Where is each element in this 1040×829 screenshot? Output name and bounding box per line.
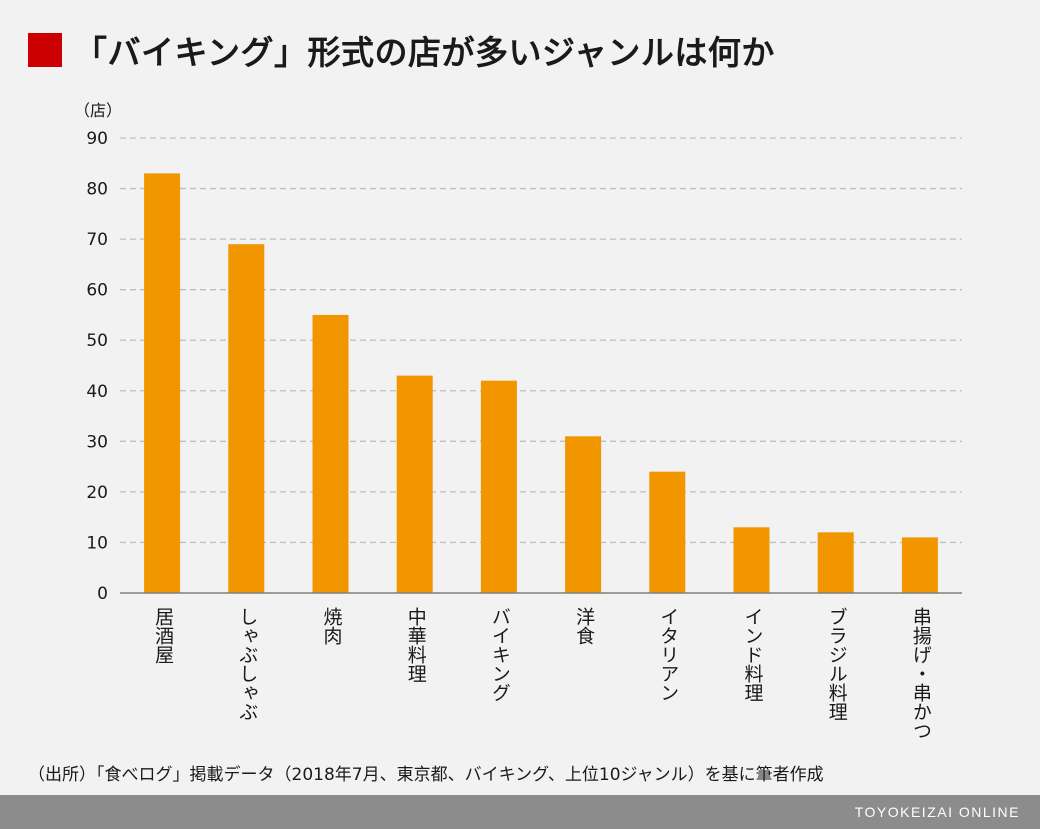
title-row: 「バイキング」形式の店が多いジャンルは何か bbox=[28, 20, 775, 80]
y-tick-label: 10 bbox=[86, 533, 108, 553]
bar bbox=[565, 436, 602, 593]
x-category-label: バイキング bbox=[489, 607, 511, 702]
bar bbox=[649, 471, 686, 593]
x-category-label: ブラジル料理 bbox=[826, 607, 848, 721]
x-category-label: 串揚げ・串かつ bbox=[910, 607, 932, 740]
x-category-label: 中華料理 bbox=[405, 607, 427, 683]
y-tick-label: 0 bbox=[97, 584, 108, 604]
y-tick-label: 50 bbox=[86, 331, 108, 351]
y-tick-label: 90 bbox=[86, 129, 108, 149]
y-tick-label: 60 bbox=[86, 281, 108, 301]
x-category-label: イタリアン bbox=[657, 607, 679, 702]
y-tick-label: 40 bbox=[86, 382, 108, 402]
x-category-label: インド料理 bbox=[742, 607, 764, 702]
bar bbox=[228, 244, 265, 593]
bar bbox=[733, 527, 770, 593]
bar bbox=[144, 173, 181, 593]
footer-bar: TOYOKEIZAI ONLINE bbox=[0, 795, 1040, 829]
bar bbox=[312, 314, 349, 593]
x-category-label: 焼肉 bbox=[321, 607, 343, 645]
chart-title: 「バイキング」形式の店が多いジャンルは何か bbox=[74, 33, 775, 72]
title-square-icon bbox=[28, 33, 62, 67]
y-tick-label: 70 bbox=[86, 230, 108, 250]
x-category-label: 居酒屋 bbox=[152, 607, 174, 664]
bar bbox=[480, 380, 517, 593]
bar-chart: （店） 0 10 20 30 40 50 60 70 80 90 居酒屋 しゃぶしゃぶ 焼肉 中華料理 バイキ… bbox=[74, 101, 962, 740]
x-category-label: しゃぶしゃぶ bbox=[236, 607, 258, 721]
x-category-label: 洋食 bbox=[573, 607, 595, 645]
y-tick-label: 20 bbox=[86, 483, 108, 503]
brand-label: TOYOKEIZAI ONLINE bbox=[854, 804, 1020, 820]
y-unit-label: （店） bbox=[74, 101, 122, 120]
bar bbox=[817, 532, 854, 593]
y-tick-label: 80 bbox=[86, 180, 108, 200]
source-note: （出所）「食べログ」掲載データ（2018年7月、東京都、バイキング、上位10ジャ… bbox=[28, 765, 824, 785]
bar bbox=[901, 537, 938, 593]
y-tick-label: 30 bbox=[86, 432, 108, 452]
bar bbox=[396, 375, 433, 593]
